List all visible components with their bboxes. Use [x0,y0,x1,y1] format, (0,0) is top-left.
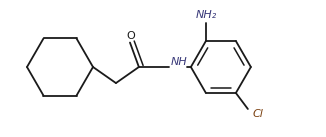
Text: NH: NH [170,57,187,67]
Text: O: O [126,31,135,41]
Text: NH₂: NH₂ [195,10,216,20]
Text: Cl: Cl [252,109,263,119]
